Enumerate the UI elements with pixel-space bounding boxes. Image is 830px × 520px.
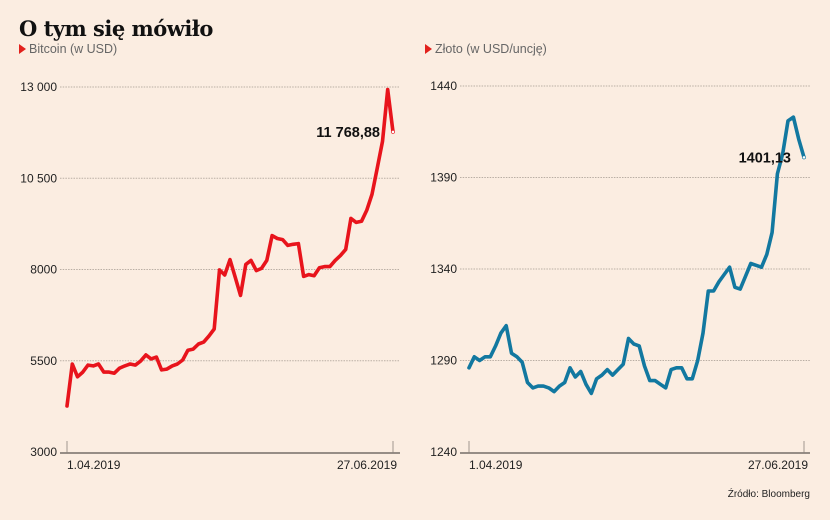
bitcoin-last-value-label: 11 768,88: [316, 125, 380, 141]
gold-series-line: [467, 115, 806, 396]
gold-ytick-label: 1240: [430, 445, 457, 459]
bitcoin-ytick-label: 5500: [30, 354, 57, 368]
gold-subtitle-text: Złoto (w USD/uncję): [435, 42, 547, 56]
gold-ytick-label: 1390: [430, 171, 457, 185]
gold-ytick-label: 1340: [430, 262, 457, 276]
bitcoin-ytick-label: 3000: [30, 445, 57, 459]
bitcoin-xtick-label: 1.04.2019: [67, 458, 121, 472]
bitcoin-chart: 3000 5500 8000 10 500 13 000 1.04.2019 27.06.2…: [20, 80, 400, 472]
gold-xtick-label: 1.04.2019: [469, 458, 523, 472]
bitcoin-last-point: [391, 129, 395, 134]
bitcoin-ytick-label: 10 500: [20, 171, 57, 185]
gold-last-value-label: 1401,13: [739, 150, 791, 166]
page-title: O tym się mówiło: [19, 16, 213, 41]
bitcoin-series-line: [65, 87, 395, 408]
bitcoin-ytick-label: 8000: [30, 263, 57, 277]
triangle-marker-icon: [425, 44, 432, 54]
bitcoin-subtitle-text: Bitcoin (w USD): [29, 42, 118, 56]
gold-ytick-label: 1440: [430, 79, 457, 93]
bitcoin-subtitle: Bitcoin (w USD): [19, 42, 117, 56]
bitcoin-ytick-label: 13 000: [20, 80, 57, 94]
source-note: Źródło: Bloomberg: [727, 489, 810, 500]
gold-xtick-label: 27.06.2019: [748, 458, 808, 472]
gold-last-point: [802, 155, 806, 160]
bitcoin-xtick-label: 27.06.2019: [337, 458, 397, 472]
triangle-marker-icon: [19, 44, 26, 54]
gold-chart: 1240 1290 1340 1390 1440 1.04.2019 27.06.2019 1…: [430, 79, 810, 472]
gold-subtitle: Złoto (w USD/uncję): [425, 42, 547, 56]
gold-ytick-label: 1290: [430, 354, 457, 368]
